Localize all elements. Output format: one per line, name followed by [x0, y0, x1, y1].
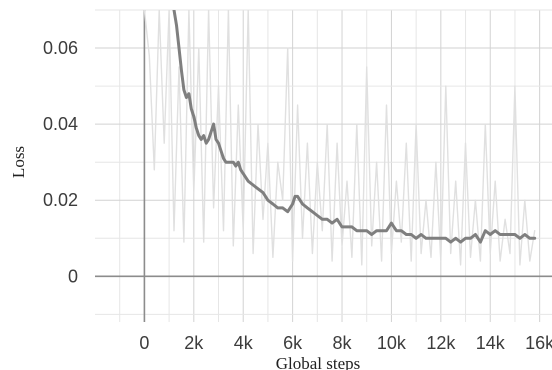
y-tick-label: 0.06 [43, 38, 78, 58]
axes [95, 10, 552, 322]
smoothed-loss-series [172, 10, 537, 244]
x-axis-title: Global steps [276, 354, 361, 370]
x-tick-label: 10k [377, 333, 407, 353]
x-tick-label: 2k [184, 333, 204, 353]
smoothed-loss-line [172, 10, 537, 244]
x-tick-label: 4k [234, 333, 254, 353]
x-tick-label: 14k [476, 333, 506, 353]
x-tick-label: 0 [139, 333, 149, 353]
x-tick-label: 12k [426, 333, 456, 353]
x-tick-label: 6k [283, 333, 303, 353]
x-tick-label: 8k [333, 333, 353, 353]
y-tick-label: 0.02 [43, 190, 78, 210]
x-tick-label: 16k [525, 333, 552, 353]
y-tick-label: 0.04 [43, 114, 78, 134]
y-axis-title: Loss [9, 146, 28, 178]
tick-labels: 0 2k 4k 6k 8k 10k 12k 14k 16k 0 0.02 0.04 0.06 [43, 38, 552, 353]
y-tick-label: 0 [68, 266, 78, 286]
